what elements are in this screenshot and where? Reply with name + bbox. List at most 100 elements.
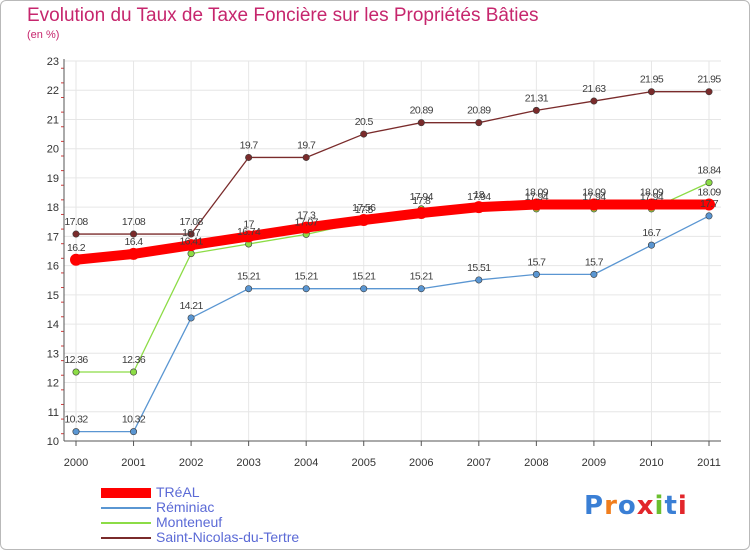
chart-title: Evolution du Taux de Taxe Foncière sur l… [27,5,539,26]
data-label-2: 17.5 [355,204,374,216]
x-tick-label: 2007 [467,457,491,469]
data-label-3: 17.08 [122,216,146,228]
data-label-3: 19.7 [240,139,259,151]
series-point-1 [360,285,368,293]
data-label-3: 20.89 [410,105,434,117]
x-tick-label: 2004 [294,457,318,469]
y-tick-label: 12 [47,378,59,390]
series-point-2 [72,368,80,376]
data-label-2: 17.94 [582,191,606,203]
data-label-3: 19.7 [297,139,316,151]
series-point-1 [417,285,425,293]
data-label-0: 17.8 [412,195,431,207]
series-point-2 [187,250,195,258]
series-point-3 [187,230,195,238]
series-point-0 [300,221,313,234]
series-point-3 [72,230,80,238]
series-point-1 [532,270,540,278]
series-point-2 [130,368,138,376]
x-tick-label: 2009 [582,457,606,469]
y-tick-label: 15 [47,290,59,302]
legend-item: Réminiac [101,499,401,516]
legend-item: TRéAL [101,484,401,501]
y-tick-label: 17 [47,231,59,243]
data-label-1: 10.32 [122,414,146,426]
data-label-2: 16.74 [237,226,261,238]
y-tick-label: 18 [47,202,59,214]
y-tick-label: 11 [48,407,59,419]
y-tick-label: 13 [47,348,59,360]
data-label-1: 15.21 [352,271,376,283]
x-tick-label: 2011 [697,457,721,469]
data-label-0: 17 [243,218,254,230]
series-point-1 [187,314,195,322]
logo-letter: P [584,491,605,521]
y-tick-label: 23 [47,56,59,68]
data-label-2: 17.94 [525,191,549,203]
series-point-0 [703,198,715,211]
x-tick-label: 2005 [351,457,375,469]
y-tick-label: 14 [47,319,59,331]
series-point-1 [590,270,598,278]
data-label-1: 15.7 [585,256,604,268]
series-point-3 [360,130,368,138]
data-label-1: 17.7 [700,198,719,210]
series-line-0 [71,199,714,265]
series-point-1 [72,428,80,436]
logo-letter: x [636,491,655,521]
x-tick-label: 2001 [121,457,145,469]
data-label-3: 21.63 [582,83,606,95]
series-point-3 [647,88,655,96]
data-label-1: 15.51 [467,262,491,274]
data-label-0: 17.3 [297,210,316,222]
legend-swatch [101,522,151,524]
legend-label: Monteneuf [156,514,223,530]
legend-swatch [101,537,151,539]
series-point-1 [130,428,138,436]
data-label-3: 21.95 [640,74,664,86]
legend-label: Saint-Nicolas-du-Tertre [156,529,300,545]
data-label-1: 15.21 [410,271,434,283]
data-label-1: 15.21 [237,271,261,283]
data-label-2: 17.94 [410,191,434,203]
series-point-3 [302,153,310,161]
x-tick-label: 2008 [524,457,548,469]
series-point-0 [587,198,600,211]
data-label-3: 17.08 [64,216,88,228]
series-point-3 [417,119,425,127]
data-label-0: 16.7 [182,227,201,239]
data-label-2: 12.36 [122,354,146,366]
series-point-1 [245,285,253,293]
logo-letter: o [617,491,637,521]
series-point-0 [357,214,370,227]
series-point-0 [472,201,485,214]
series-point-0 [127,247,140,260]
x-tick-label: 2003 [236,457,260,469]
data-label-1: 15.21 [295,271,319,283]
logo-letter: i [654,491,665,521]
data-label-0: 18.09 [640,187,664,199]
axes: 10 11 12 13 14 15 16 17 18 19 20 21 22 23 2000 2001 2002… [47,56,721,469]
data-label-1: 15.7 [527,256,546,268]
data-label-2: 17.07 [295,216,319,228]
data-label-2: 12.36 [64,354,88,366]
data-label-1: 14.21 [179,300,203,312]
data-label-2: 16.41 [179,236,203,248]
series-point-1 [302,285,310,293]
data-label-0: 16.4 [125,236,144,248]
series-point-0 [415,207,428,219]
chart-subtitle: (en %) [27,29,60,41]
series-lines [70,88,715,436]
series-point-0 [70,253,82,266]
y-tick-label: 19 [47,173,59,185]
logo-letter: i [677,491,688,521]
logo-letter: t [664,491,678,521]
data-label-3: 20.89 [467,105,491,117]
logo-letter: r [604,491,618,521]
data-label-1: 10.32 [64,414,88,426]
series-point-0 [185,239,198,252]
y-tick-label: 10 [47,436,59,448]
series-point-0 [645,198,658,211]
